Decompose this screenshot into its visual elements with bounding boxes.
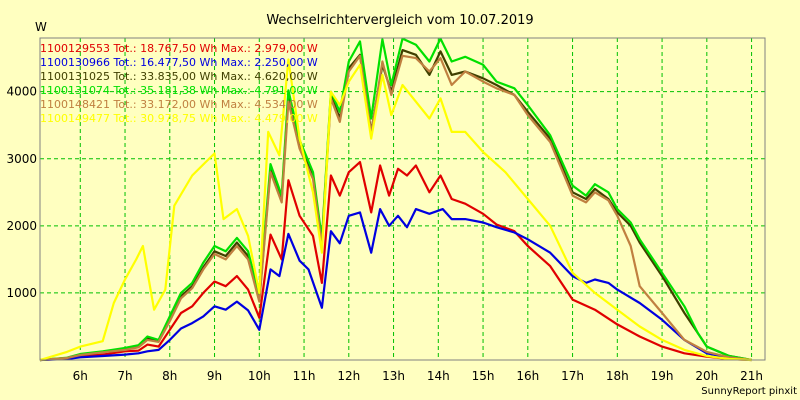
series-layer	[39, 37, 752, 362]
x-tick-label: 16h	[516, 369, 539, 383]
chart-title: Wechselrichtervergleich vom 10.07.2019	[266, 13, 533, 28]
legend-entry-2: 1100130966 Tot.: 16.477,50 Wh Max.: 2.25…	[40, 56, 318, 69]
legend-entry-6: 1100149477 Tot.: 30.978,75 Wh Max.: 4.47…	[40, 112, 318, 125]
x-tick-label: 20h	[695, 369, 718, 383]
x-tick-label: 19h	[651, 369, 674, 383]
y-axis-unit: W	[35, 20, 47, 34]
series-line-2	[39, 208, 752, 362]
series-line-1	[39, 161, 752, 362]
x-tick-label: 14h	[427, 369, 450, 383]
y-tick-label: 2000	[6, 219, 37, 233]
series-line-6	[39, 58, 752, 362]
y-tick-label: 4000	[6, 85, 37, 99]
x-tick-label: 21h	[740, 369, 763, 383]
y-tick-label: 1000	[6, 286, 37, 300]
x-tick-label: 17h	[561, 369, 584, 383]
legend: 1100129553 Tot.: 18.767,50 Wh Max.: 2.97…	[40, 42, 318, 125]
y-tick-label: 3000	[6, 152, 37, 166]
legend-entry-5: 1100148421 Tot.: 33.172,00 Wh Max.: 4.53…	[40, 98, 318, 111]
x-tick-label: 18h	[606, 369, 629, 383]
x-tick-label: 12h	[337, 369, 360, 383]
x-tick-label: 11h	[293, 369, 316, 383]
x-tick-label: 8h	[162, 369, 177, 383]
legend-entry-1: 1100129553 Tot.: 18.767,50 Wh Max.: 2.97…	[40, 42, 318, 55]
series-line-5	[39, 54, 752, 362]
x-tick-label: 6h	[73, 369, 88, 383]
x-tick-label: 13h	[382, 369, 405, 383]
tick-layer: 6h 7h 8h 9h 10h 11h 12h 13h 14h 15h 16h 17h 18h 19h 20…	[6, 85, 763, 383]
x-tick-label: 10h	[248, 369, 271, 383]
x-tick-label: 7h	[117, 369, 132, 383]
legend-entry-3: 1100131025 Tot.: 33.835,00 Wh Max.: 4.62…	[40, 70, 318, 83]
series-line-4	[39, 37, 752, 362]
plot-frame	[39, 37, 766, 361]
x-tick-label: 9h	[207, 369, 222, 383]
footer-credit: SunnyReport pinxit	[701, 386, 797, 397]
x-tick-label: 15h	[472, 369, 495, 383]
legend-entry-4: 1100131074 Tot.: 35.181,38 Wh Max.: 4.79…	[40, 84, 318, 97]
